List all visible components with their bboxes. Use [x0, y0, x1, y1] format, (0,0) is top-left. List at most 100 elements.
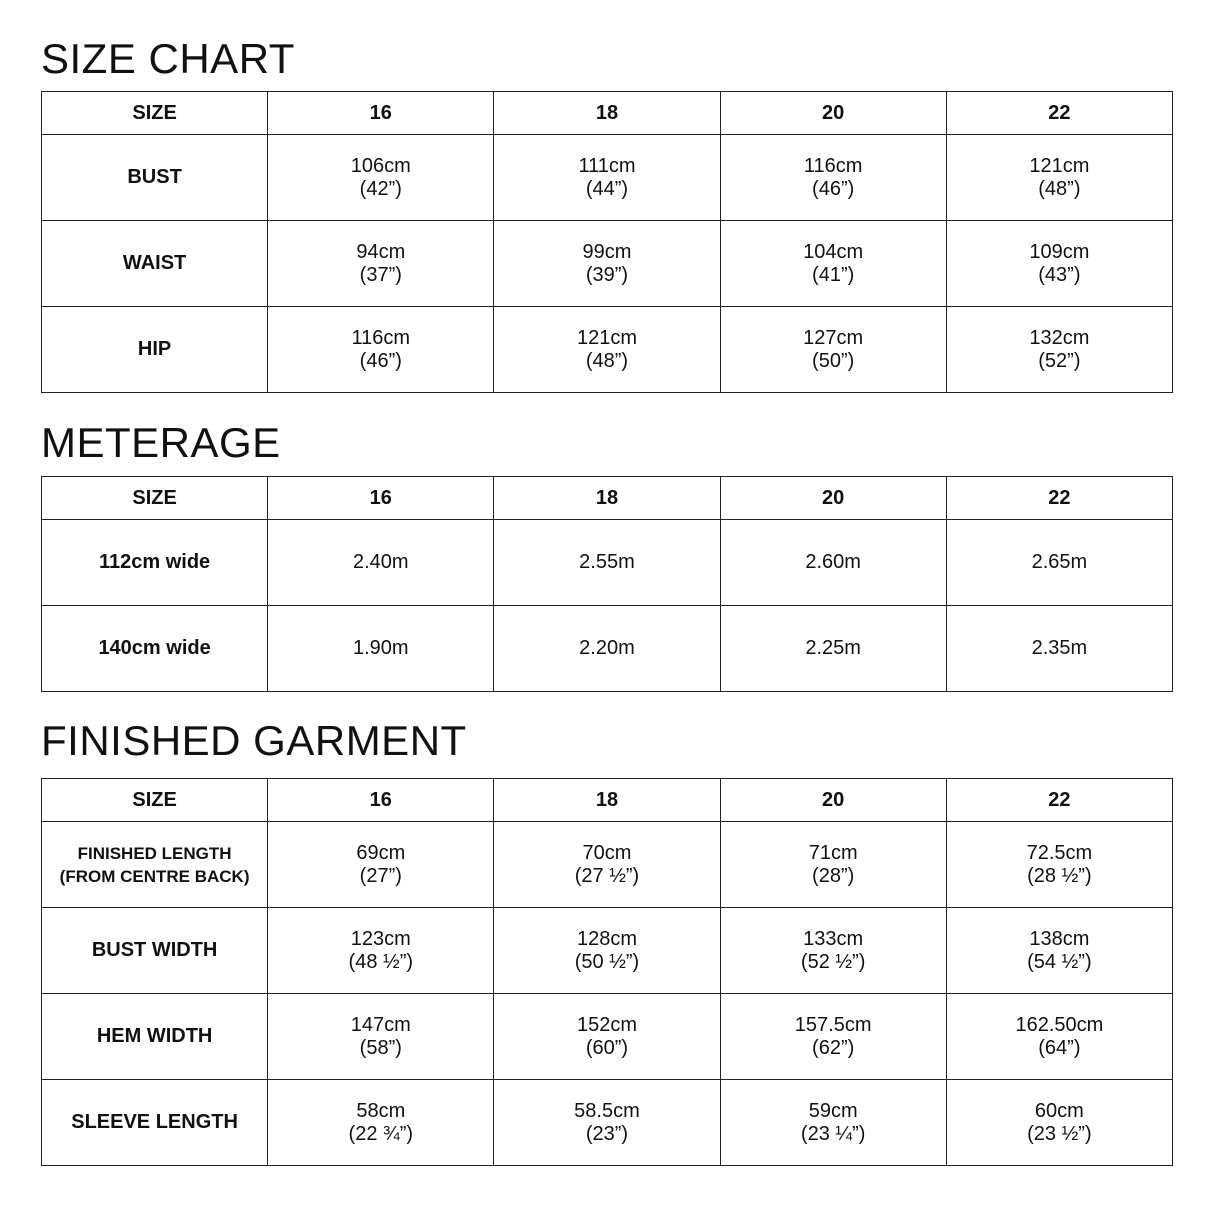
table-row: WAIST 94cm (37”) 99cm (39”) 104cm (41”) 109cm (4…	[40, 220, 1174, 307]
cell-value: (39”)	[585, 263, 629, 286]
cell-value: (23 ½”)	[1027, 1122, 1092, 1145]
row-label: WAIST	[40, 220, 269, 307]
header-cell: 18	[493, 778, 721, 822]
table-row: 112cm wide 2.40m 2.55m 2.60m 2.65m	[40, 519, 1174, 606]
header-cell: 22	[945, 91, 1174, 135]
row-label-line: HEM WIDTH	[96, 1025, 213, 1047]
table-cell: 2.35m	[945, 605, 1174, 692]
cell-value: (28”)	[812, 864, 855, 887]
table-cell: 2.40m	[267, 519, 495, 606]
cell-value: 147cm	[350, 1013, 411, 1036]
header-cell: 16	[267, 778, 495, 822]
cell-value: (48”)	[585, 349, 629, 372]
table-row: HEM WIDTH 147cm (58”) 152cm (60”) 157.5cm (62”…	[40, 993, 1174, 1080]
meterage-table: SIZE 16 18 20 22 112cm wide 2.40m 2.55m 2.60m 2.6…	[40, 476, 1174, 692]
table-cell: 111cm (44”)	[493, 134, 721, 221]
cell-value: 59cm	[808, 1099, 858, 1122]
table-cell: 128cm (50 ½”)	[493, 907, 721, 994]
cell-value: (42”)	[359, 177, 402, 200]
cell-value: (64”)	[1038, 1036, 1081, 1059]
table-cell: 147cm (58”)	[267, 993, 495, 1080]
header-cell: 18	[493, 476, 721, 520]
cell-value: 58.5cm	[574, 1099, 640, 1122]
cell-value: (23”)	[585, 1122, 629, 1145]
cell-value: 106cm	[350, 154, 411, 177]
header-cell: SIZE	[40, 778, 269, 822]
row-label-line: SLEEVE LENGTH	[71, 1111, 238, 1133]
row-label-line: BUST WIDTH	[91, 939, 218, 961]
size-chart-table: SIZE 16 18 20 22 BUST 106cm (42”) 111cm (44”) 116c…	[40, 91, 1174, 393]
header-row: SIZE 16 18 20 22	[40, 476, 1174, 520]
header-cell: 16	[267, 476, 495, 520]
cell-value: 2.25m	[805, 637, 861, 659]
row-label: BUST WIDTH	[40, 907, 269, 994]
cell-value: (46”)	[812, 177, 855, 200]
table-cell: 104cm (41”)	[719, 220, 947, 307]
cell-value: 121cm	[1029, 154, 1090, 177]
header-cell: SIZE	[40, 476, 269, 520]
cell-value: 71cm	[808, 841, 858, 864]
header-cell: 20	[719, 476, 947, 520]
cell-value: (52 ½”)	[800, 950, 866, 973]
cell-value: (41”)	[812, 263, 855, 286]
table-cell: 99cm (39”)	[493, 220, 721, 307]
row-label: SLEEVE LENGTH	[40, 1079, 269, 1166]
size-chart-title: SIZE CHART	[41, 35, 295, 82]
finished-garment-table: SIZE 16 18 20 22 FINISHED LENGTH (FROM CENTRE …	[40, 778, 1174, 1166]
cell-value: (54 ½”)	[1027, 950, 1092, 973]
table-cell: 59cm (23 ¼”)	[719, 1079, 947, 1166]
row-label-line: WAIST	[122, 252, 187, 274]
table-cell: 106cm (42”)	[267, 134, 495, 221]
table-cell: 138cm (54 ½”)	[945, 907, 1174, 994]
table-row: 140cm wide 1.90m 2.20m 2.25m 2.35m	[40, 605, 1174, 692]
cell-value: 157.5cm	[794, 1013, 872, 1036]
cell-value: 60cm	[1034, 1099, 1084, 1122]
row-label-line: BUST	[127, 166, 182, 188]
cell-value: 99cm	[582, 240, 632, 263]
cell-value: 104cm	[803, 240, 864, 263]
table-row: BUST 106cm (42”) 111cm (44”) 116cm (46”) 121cm(…	[40, 134, 1174, 221]
cell-value: (60”)	[585, 1036, 629, 1059]
table-cell: 2.65m	[945, 519, 1174, 606]
cell-value: (23 ¼”)	[800, 1122, 866, 1145]
table-cell: 133cm (52 ½”)	[719, 907, 947, 994]
table-cell: 2.55m	[493, 519, 721, 606]
row-label-line: 112cm wide	[99, 551, 211, 573]
cell-value: (22 ¾”)	[348, 1122, 414, 1145]
cell-value: (43”)	[1038, 263, 1081, 286]
cell-value: 127cm	[803, 326, 864, 349]
cell-value: 123cm	[350, 927, 411, 950]
cell-value: 116cm	[351, 326, 411, 349]
cell-value: 109cm	[1029, 240, 1090, 263]
table-cell: 58.5cm (23”)	[493, 1079, 721, 1166]
table-cell: 121cm (48”)	[945, 134, 1174, 221]
cell-value: 128cm	[576, 927, 637, 950]
row-label: HIP	[40, 306, 269, 393]
cell-value: (27 ½”)	[574, 864, 640, 887]
table-row: SLEEVE LENGTH 58cm (22 ¾”) 58.5cm (23”) 59cm(…	[40, 1079, 1174, 1166]
cell-value: (46”)	[359, 349, 402, 372]
row-label-line: HIP	[137, 338, 172, 360]
row-label: 140cm wide	[40, 605, 269, 692]
table-cell: 109cm (43”)	[945, 220, 1174, 307]
table-cell: 116cm (46”)	[267, 306, 495, 393]
cell-value: 2.55m	[579, 551, 635, 573]
cell-value: 2.20m	[579, 637, 635, 659]
row-label: HEM WIDTH	[40, 993, 269, 1080]
row-label: BUST	[40, 134, 269, 221]
cell-value: (48 ½”)	[348, 950, 414, 973]
cell-value: 132cm	[1029, 326, 1090, 349]
cell-value: (50”)	[812, 349, 855, 372]
cell-value: (52”)	[1038, 349, 1081, 372]
row-label-line: FINISHED LENGTH	[77, 843, 232, 863]
meterage-title: METERAGE	[41, 419, 281, 466]
table-cell: 71cm (28”)	[719, 821, 947, 908]
cell-value: 70cm	[582, 841, 632, 864]
row-label: FINISHED LENGTH (FROM CENTRE BACK)	[40, 821, 269, 908]
table-row: BUST WIDTH 123cm (48 ½”) 128cm (50 ½”) 133cm(…	[40, 907, 1174, 994]
table-cell: 69cm (27”)	[267, 821, 495, 908]
table-cell: 152cm (60”)	[493, 993, 721, 1080]
row-label-line: (FROM CENTRE BACK)	[59, 866, 250, 886]
table-row: FINISHED LENGTH (FROM CENTRE BACK) 69cm (27…	[40, 821, 1174, 908]
table-row: HIP 116cm (46”) 121cm (48”) 127cm (50”) 132cm (5…	[40, 306, 1174, 393]
